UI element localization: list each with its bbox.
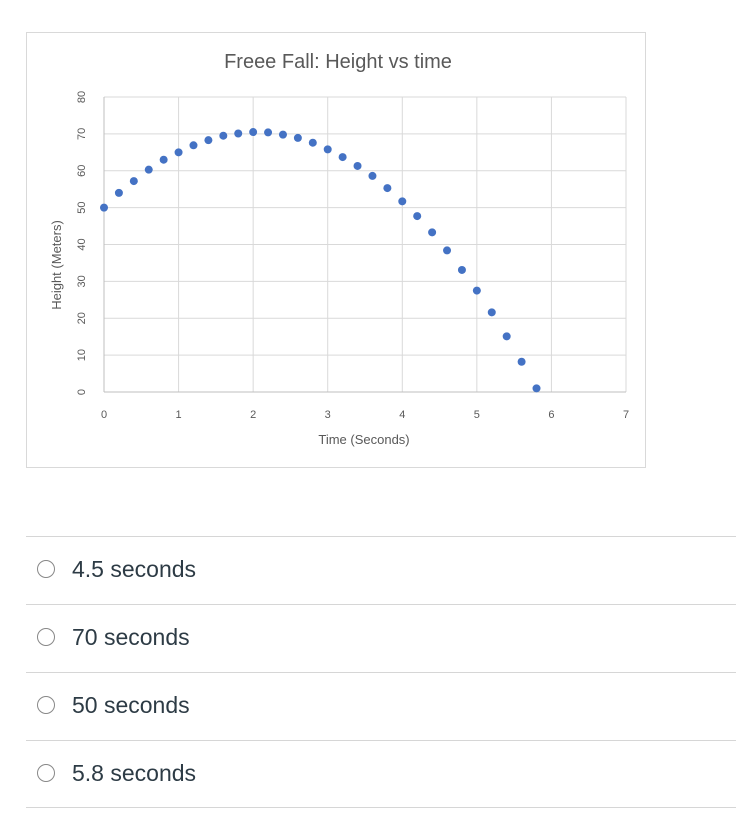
data-point: [264, 128, 273, 137]
data-point: [368, 171, 377, 180]
answer-options: 4.5 seconds 70 seconds 50 seconds 5.8 se…: [26, 536, 736, 808]
data-point: [443, 246, 452, 255]
data-point: [532, 384, 541, 393]
data-point: [174, 148, 183, 157]
data-point: [413, 212, 422, 221]
data-point: [189, 141, 198, 150]
data-point: [129, 177, 138, 186]
data-point: [323, 145, 332, 154]
data-point: [234, 129, 243, 138]
x-tick-label: 6: [548, 409, 554, 421]
data-point: [159, 155, 168, 164]
option-label: 70 seconds: [72, 624, 190, 650]
grid-lines: [103, 96, 627, 393]
data-point: [308, 138, 317, 147]
radio-button[interactable]: [37, 764, 55, 782]
axes: 0 10 20 30 40 50 60 70 80 0 1 2 3 4 5 6 7: [76, 91, 629, 421]
y-axis-label: Height (Meters): [49, 220, 64, 310]
option-label: 5.8 seconds: [72, 760, 197, 786]
y-tick-label: 20: [76, 312, 88, 324]
chart-title: Freee Fall: Height vs time: [224, 51, 452, 73]
y-tick-label: 10: [76, 349, 88, 361]
x-axis-label: Time (Seconds): [318, 432, 409, 447]
answer-option-3[interactable]: 50 seconds: [26, 672, 736, 740]
answer-option-1[interactable]: 4.5 seconds: [26, 536, 736, 604]
y-tick-label: 60: [76, 165, 88, 177]
data-point: [472, 286, 481, 295]
data-point: [249, 128, 258, 137]
data-point: [398, 197, 407, 206]
data-point: [278, 130, 287, 139]
data-point: [353, 161, 362, 170]
data-point: [502, 332, 511, 341]
answer-option-4[interactable]: 5.8 seconds: [26, 740, 736, 808]
x-tick-label: 7: [623, 409, 629, 421]
x-tick-label: 5: [474, 409, 480, 421]
data-point: [487, 308, 496, 317]
data-point: [219, 131, 228, 140]
chart-container: 0 10 20 30 40 50 60 70 80 0 1 2 3 4 5 6 7 Freee Fall: He…: [26, 32, 646, 468]
data-point: [383, 184, 392, 193]
answer-option-2[interactable]: 70 seconds: [26, 604, 736, 672]
x-tick-label: 1: [176, 409, 182, 421]
option-label: 50 seconds: [72, 692, 190, 718]
x-tick-label: 0: [101, 409, 107, 421]
radio-button[interactable]: [37, 628, 55, 646]
scatter-chart: 0 10 20 30 40 50 60 70 80 0 1 2 3 4 5 6 7 Freee Fall: He…: [49, 51, 629, 447]
y-tick-label: 70: [76, 128, 88, 140]
option-label: 4.5 seconds: [72, 556, 197, 582]
data-point: [100, 203, 108, 212]
data-point: [338, 153, 347, 162]
data-points: [100, 128, 541, 393]
x-tick-label: 3: [325, 409, 331, 421]
radio-button[interactable]: [37, 560, 55, 578]
data-point: [144, 165, 153, 174]
data-point: [457, 265, 466, 274]
x-tick-label: 4: [399, 409, 405, 421]
y-tick-label: 0: [76, 389, 88, 395]
data-point: [517, 357, 526, 366]
data-point: [293, 133, 302, 142]
y-tick-label: 40: [76, 238, 88, 250]
data-point: [114, 188, 123, 197]
data-point: [428, 228, 437, 237]
data-point: [204, 136, 213, 145]
y-tick-label: 80: [76, 91, 88, 103]
radio-button[interactable]: [37, 696, 55, 714]
y-tick-label: 50: [76, 202, 88, 214]
y-tick-label: 30: [76, 275, 88, 287]
x-tick-label: 2: [250, 409, 256, 421]
